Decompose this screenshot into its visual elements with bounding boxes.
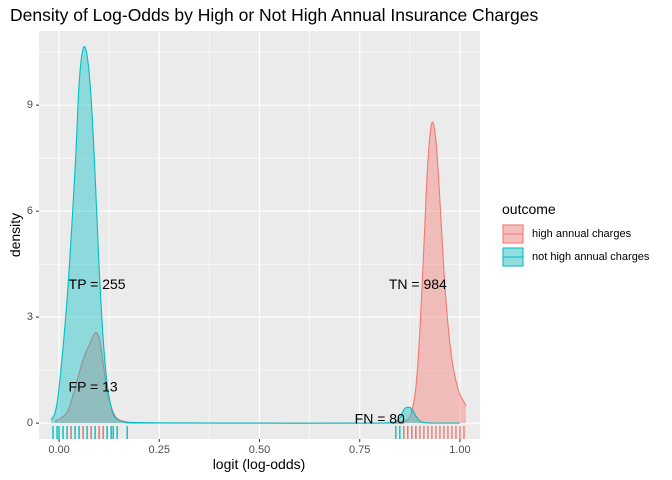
density-areas	[50, 46, 467, 424]
x-axis-ticks: 0.00 0.25 0.50 0.75 1.00	[48, 439, 471, 456]
y-axis-label: density	[7, 213, 23, 257]
x-tick-label: 1.00	[449, 444, 470, 456]
x-axis-label: logit (log-odds)	[213, 456, 306, 472]
y-axis-ticks: 0 3 6 9	[27, 99, 39, 429]
x-tick-label: 0.75	[349, 444, 370, 456]
annotation-label: FN = 80	[355, 410, 405, 426]
annotation-label: TP = 255	[69, 276, 126, 292]
density-area-high-annual-charges	[55, 122, 466, 424]
legend-label-high-annual-charges: high annual charges	[532, 228, 632, 240]
y-tick-label: 3	[27, 311, 33, 323]
x-tick-label: 0.00	[48, 444, 69, 456]
rug-marks	[52, 426, 465, 439]
y-tick-label: 6	[27, 205, 33, 217]
y-tick-label: 9	[27, 99, 33, 111]
x-tick-label: 0.25	[149, 444, 170, 456]
legend: outcome high annual charges not high annu…	[502, 201, 650, 267]
annotation-label: FP = 13	[69, 378, 118, 394]
density-line-high-annual-charges	[54, 121, 467, 424]
annotations: TP = 255 FP = 13 TN = 984 FN = 80	[69, 276, 448, 426]
legend-label-not-high-annual-charges: not high annual charges	[532, 251, 650, 263]
density-area-not-high-annual-charges	[51, 46, 460, 424]
legend-title: outcome	[502, 201, 556, 217]
annotation-label: TN = 984	[389, 276, 447, 292]
x-tick-label: 0.50	[249, 444, 270, 456]
y-tick-label: 0	[27, 417, 33, 429]
chart-title: Density of Log-Odds by High or Not High …	[10, 5, 538, 25]
density-line-not-high-annual-charges	[50, 46, 460, 424]
